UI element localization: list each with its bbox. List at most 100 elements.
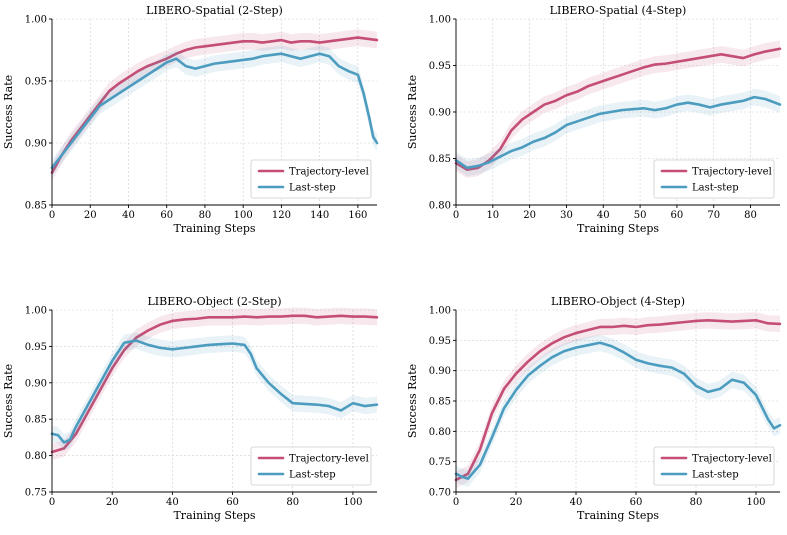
y-tick-label: 0.85	[25, 201, 47, 212]
x-axis-label: Training Steps	[577, 222, 659, 235]
x-axis-label: Training Steps	[173, 509, 255, 522]
x-tick-label: 40	[166, 497, 179, 508]
y-tick-label: 0.75	[429, 457, 451, 468]
y-axis-label: Success Rate	[406, 75, 419, 149]
x-tick-label: 50	[634, 210, 647, 221]
series-band-1	[456, 312, 780, 489]
axes	[49, 18, 377, 208]
y-tick-label: 0.95	[429, 336, 451, 347]
legend-label: Trajectory-level	[692, 454, 772, 465]
y-tick-label: 0.80	[25, 451, 47, 462]
y-tick-label: 0.90	[429, 366, 451, 377]
chart-panel-4: 0 20 40 60 80 100 0.70 0.75 0.80 0.85 0.90 0.95 1.00…	[406, 295, 782, 522]
series-line-2	[454, 95, 782, 170]
series-band-2	[456, 88, 780, 177]
y-tick-label: 1.00	[25, 306, 47, 317]
chart-panel-1: 0 20 40 60 80 100 120 140 160 0.85 0.90 0.95 1.00 LIB…	[2, 4, 379, 235]
legend-box	[250, 159, 372, 199]
x-tick-label: 20	[523, 210, 536, 221]
x-tick-label: 80	[286, 497, 299, 508]
chart-panel-2: 0 10 20 30 40 50 60 70 80 0.80 0.85 0.90 0.95 1.00 LIB…	[406, 4, 782, 235]
x-tick-label: 60	[160, 210, 173, 221]
x-tick-label: 60	[671, 210, 684, 221]
x-tick-label: 120	[272, 210, 291, 221]
axes	[49, 309, 377, 495]
x-tick-label: 0	[453, 497, 459, 508]
y-tick-label: 0.80	[429, 427, 451, 438]
y-tick-label: 0.80	[429, 201, 451, 212]
series-line-1	[454, 47, 782, 171]
legend-label: Last-step	[692, 470, 739, 481]
y-tick-label: 0.85	[25, 415, 47, 426]
chart-panel-3: 0 20 40 60 80 100 0.75 0.80 0.85 0.90 0.95 1.00 LIBE…	[2, 295, 379, 522]
x-tick-label: 0	[453, 210, 459, 221]
legend-label: Last-step	[289, 183, 336, 194]
x-tick-label: 40	[570, 497, 583, 508]
y-tick-label: 0.85	[429, 154, 451, 165]
x-tick-label: 0	[49, 210, 55, 221]
x-tick-label: 80	[744, 210, 757, 221]
x-tick-label: 100	[746, 497, 765, 508]
axes	[453, 18, 780, 208]
legend: Trajectory-level Last-step	[653, 159, 775, 199]
legend-box	[653, 159, 775, 199]
series-band-1	[52, 29, 377, 182]
x-tick-label: 20	[84, 210, 97, 221]
y-tick-label: 0.70	[429, 488, 451, 499]
y-tick-label: 1.00	[429, 15, 451, 26]
chart-title: LIBERO-Object (4-Step)	[551, 295, 685, 308]
series-band-2	[52, 45, 377, 177]
y-tick-label: 1.00	[429, 306, 451, 317]
series-band-2	[456, 334, 780, 487]
legend-box	[653, 446, 775, 486]
legend-label: Last-step	[289, 470, 336, 481]
y-axis-label: Success Rate	[2, 75, 15, 149]
y-tick-label: 0.95	[429, 61, 451, 72]
x-tick-label: 60	[226, 497, 239, 508]
legend: Trajectory-level Last-step	[653, 446, 775, 486]
y-axis-label: Success Rate	[406, 364, 419, 438]
y-tick-label: 0.90	[25, 139, 47, 150]
legend-box	[250, 446, 372, 486]
y-tick-label: 0.75	[25, 488, 47, 499]
series-line-2	[454, 341, 782, 480]
x-tick-label: 40	[122, 210, 135, 221]
legend-label: Trajectory-level	[289, 167, 369, 178]
legend-label: Trajectory-level	[289, 454, 369, 465]
axes	[453, 309, 780, 495]
x-tick-label: 100	[343, 497, 362, 508]
x-tick-label: 160	[348, 210, 367, 221]
x-axis-label: Training Steps	[577, 509, 659, 522]
series-line-1	[50, 314, 379, 454]
x-tick-label: 20	[106, 497, 119, 508]
x-tick-label: 80	[199, 210, 212, 221]
x-tick-label: 0	[49, 497, 55, 508]
y-tick-label: 0.85	[429, 397, 451, 408]
series-line-1	[50, 36, 379, 175]
legend-label: Trajectory-level	[692, 167, 772, 178]
y-tick-label: 0.90	[429, 108, 451, 119]
series-line-2	[50, 339, 379, 444]
chart-title: LIBERO-Object (2-Step)	[147, 295, 281, 308]
x-tick-label: 70	[707, 210, 720, 221]
x-tick-label: 30	[560, 210, 573, 221]
x-axis-label: Training Steps	[173, 222, 255, 235]
x-tick-label: 10	[486, 210, 499, 221]
x-tick-label: 80	[690, 497, 703, 508]
series-line-2	[50, 52, 379, 170]
series-line-1	[454, 319, 782, 482]
y-tick-label: 0.90	[25, 378, 47, 389]
chart-title: LIBERO-Spatial (4-Step)	[550, 4, 687, 17]
chart-title: LIBERO-Spatial (2-Step)	[146, 4, 283, 17]
x-tick-label: 140	[310, 210, 329, 221]
x-tick-label: 40	[597, 210, 610, 221]
legend: Trajectory-level Last-step	[250, 159, 372, 199]
y-tick-label: 0.95	[25, 342, 47, 353]
y-tick-label: 1.00	[25, 15, 47, 26]
legend-label: Last-step	[692, 183, 739, 194]
series-band-1	[456, 40, 780, 179]
y-axis-label: Success Rate	[2, 364, 15, 438]
series-band-1	[52, 307, 377, 461]
legend: Trajectory-level Last-step	[250, 446, 372, 486]
